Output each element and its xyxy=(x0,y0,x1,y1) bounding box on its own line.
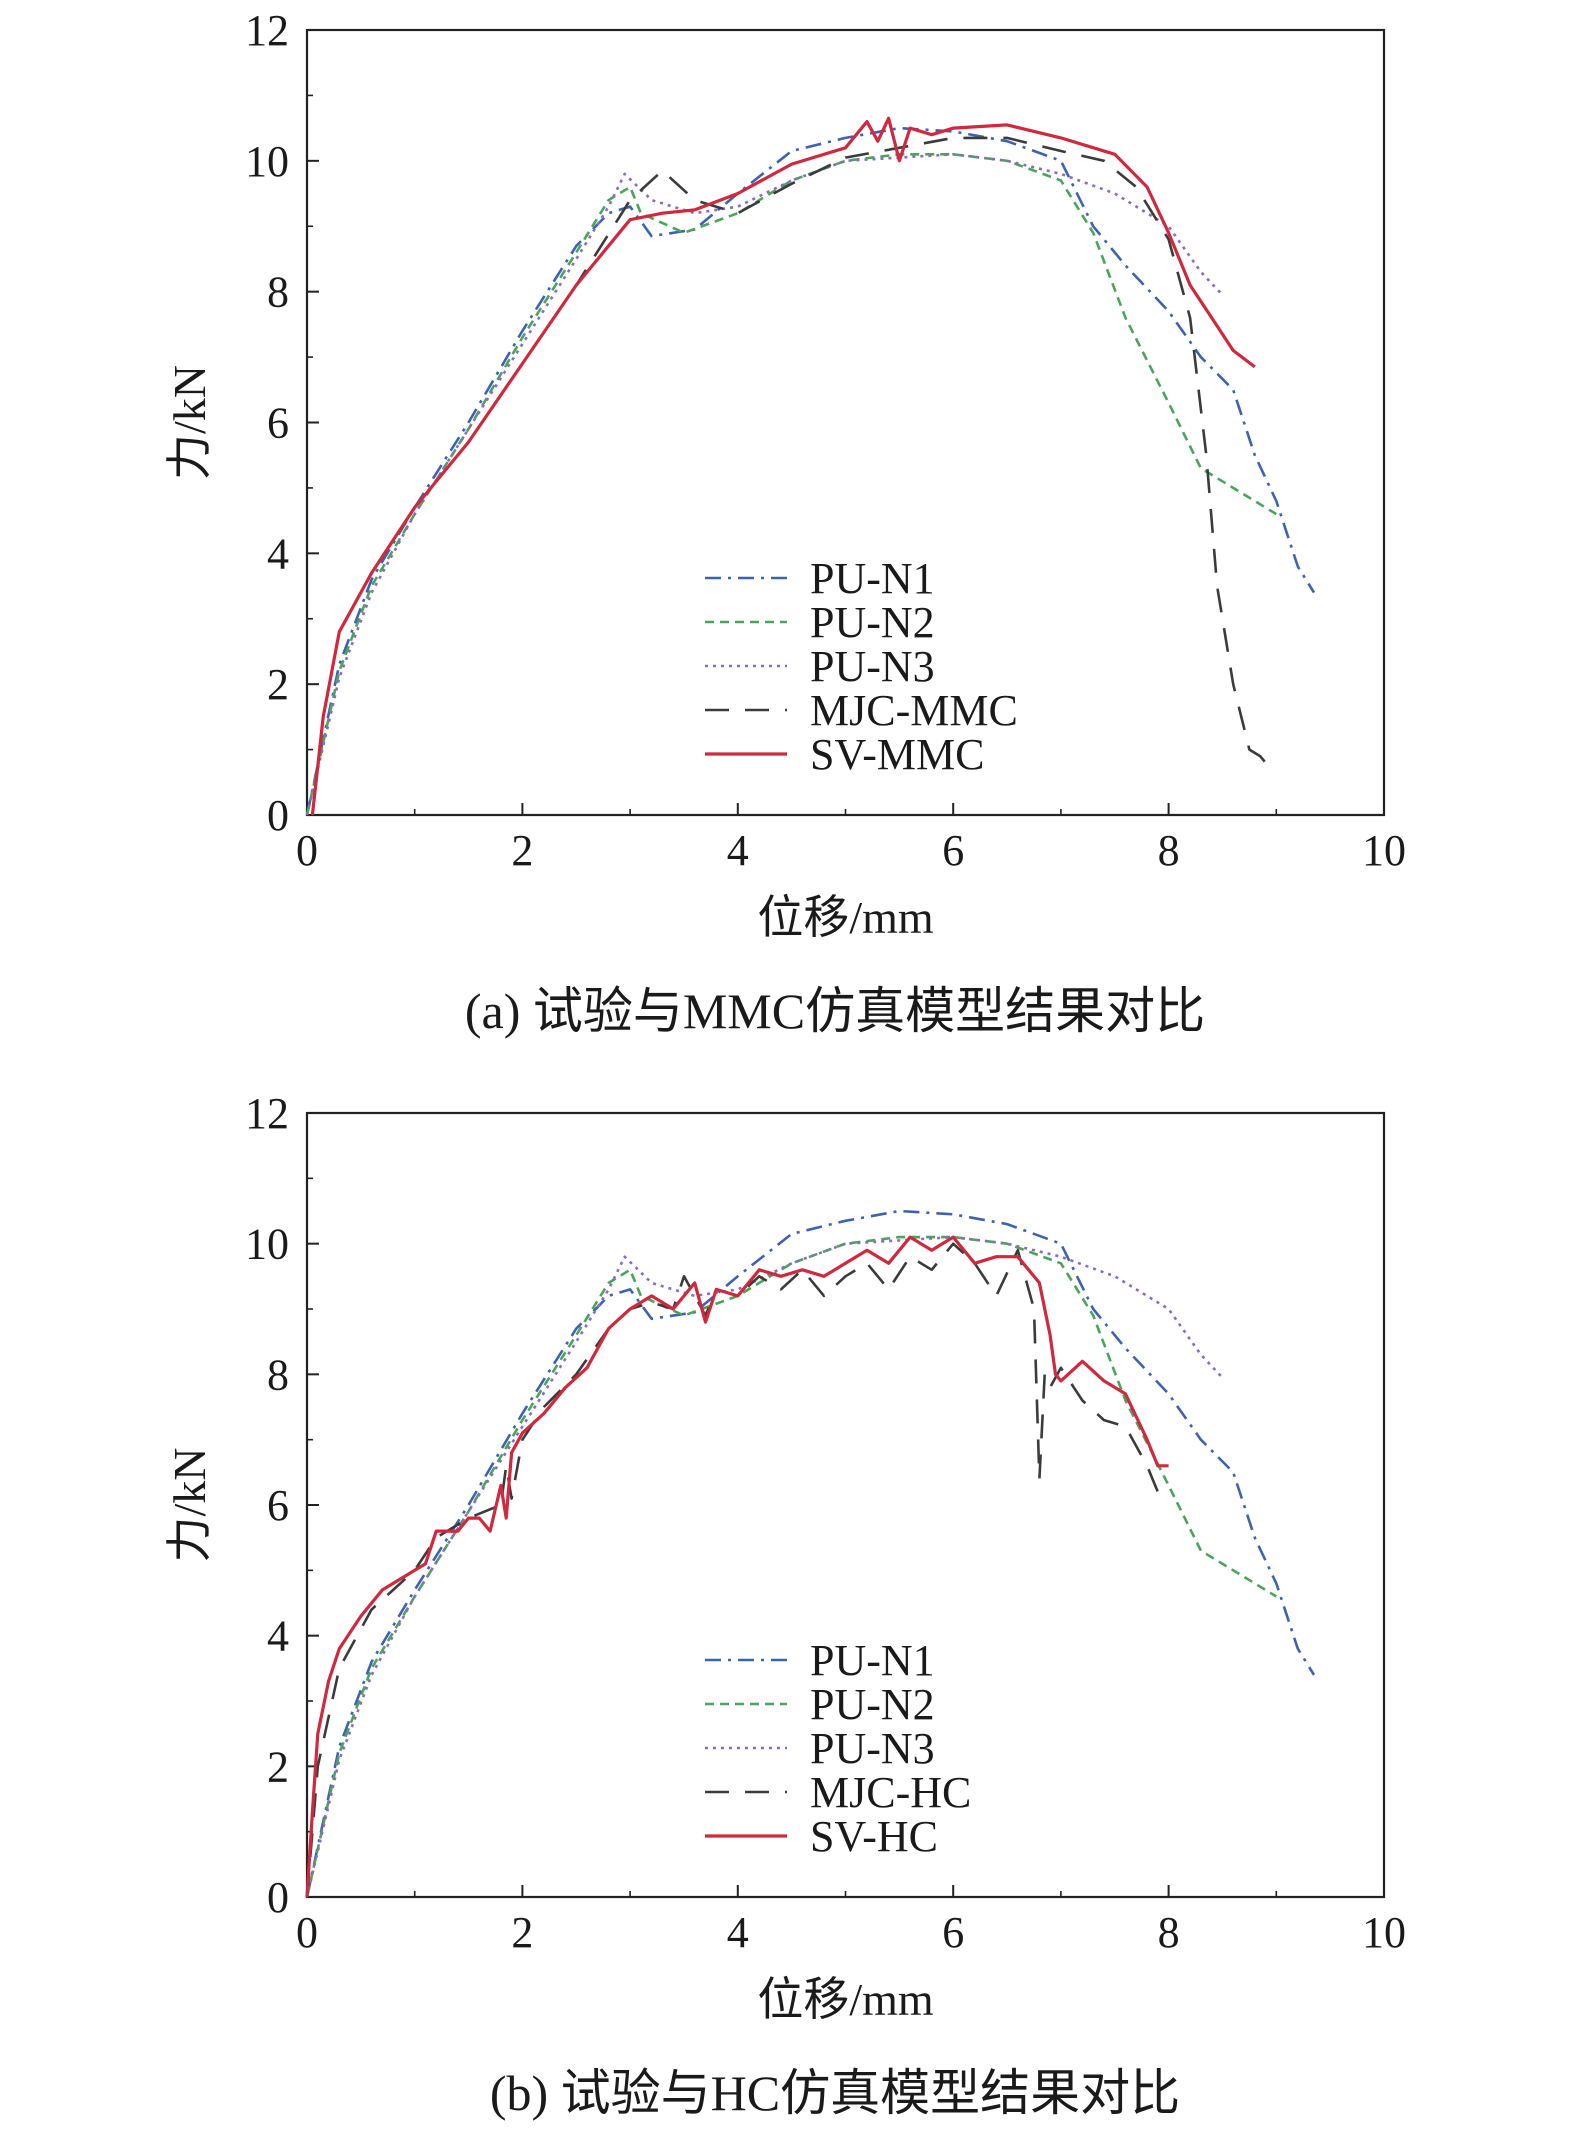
x-tick-label: 4 xyxy=(727,1908,749,1957)
x-tick-label: 0 xyxy=(296,826,318,875)
series-line-sv-mmc xyxy=(310,116,1256,816)
chart-panel-b: 0 2 4 6 8 10 0 2 4 6 8 10 12 位移/mm 力/kN PU-N1PU-N2PU-N3… xyxy=(164,1089,1406,2121)
series-line-pu-n1 xyxy=(305,126,1316,816)
x-axis-label: 位移/mm xyxy=(757,1974,934,2025)
y-tick-label: 6 xyxy=(267,1481,289,1530)
series-line-pu-n2 xyxy=(305,153,1277,816)
series-line-pu-n3 xyxy=(305,153,1224,816)
y-tick-label: 10 xyxy=(245,1220,289,1269)
series-line-pu-n3 xyxy=(305,1235,1224,1898)
y-tick-label: 2 xyxy=(267,660,289,709)
y-tick-label: 8 xyxy=(267,268,289,317)
legend-label: PU-N3 xyxy=(810,1724,935,1773)
x-tick-label: 10 xyxy=(1362,1908,1406,1957)
x-tick-label: 6 xyxy=(942,1908,964,1957)
y-axis-label: 力/kN xyxy=(164,365,215,480)
x-tick-label: 8 xyxy=(1158,1908,1180,1957)
figure-caption: (b) 试验与HC仿真模型结果对比 xyxy=(490,2065,1180,2121)
y-tick-label: 12 xyxy=(245,6,289,55)
y-tick-label: 4 xyxy=(267,529,289,578)
y-tick-label: 0 xyxy=(267,1873,289,1922)
figure-caption: (a) 试验与MMC仿真模型结果对比 xyxy=(465,983,1205,1039)
legend-label: PU-N3 xyxy=(810,642,935,691)
legend-label: SV-HC xyxy=(810,1812,938,1861)
y-axis-label: 力/kN xyxy=(164,1448,215,1563)
chart-panel-a: 0 2 4 6 8 10 0 2 4 6 8 10 12 位移/mm 力/kN PU-N1PU-N2PU-N3… xyxy=(164,6,1406,1039)
legend-label: SV-MMC xyxy=(810,730,984,779)
y-tick-label: 6 xyxy=(267,399,289,448)
y-tick-label: 8 xyxy=(267,1350,289,1399)
x-tick-label: 8 xyxy=(1158,826,1180,875)
y-tick-label: 2 xyxy=(267,1742,289,1791)
legend-label: MJC-MMC xyxy=(810,686,1018,735)
y-tick-label: 0 xyxy=(267,791,289,840)
x-tick-label: 10 xyxy=(1362,826,1406,875)
legend-label: PU-N1 xyxy=(810,1636,935,1685)
legend-label: PU-N2 xyxy=(810,598,935,647)
x-tick-label: 4 xyxy=(727,826,749,875)
x-axis-label: 位移/mm xyxy=(757,892,934,943)
y-tick-label: 10 xyxy=(245,137,289,186)
series-line-pu-n2 xyxy=(305,1235,1277,1898)
legend-label: MJC-HC xyxy=(810,1768,971,1817)
y-tick-label: 4 xyxy=(267,1612,289,1661)
legend-label: PU-N1 xyxy=(810,554,935,603)
series-line-mjc-hc xyxy=(305,1242,1165,1898)
x-tick-label: 2 xyxy=(511,1908,533,1957)
series-line-sv-hc xyxy=(305,1235,1169,1898)
series-line-pu-n1 xyxy=(305,1209,1316,1898)
y-tick-label: 12 xyxy=(245,1089,289,1138)
x-tick-label: 0 xyxy=(296,1908,318,1957)
x-tick-label: 2 xyxy=(511,826,533,875)
legend-label: PU-N2 xyxy=(810,1680,935,1729)
series-line-mjc-mmc xyxy=(311,136,1267,816)
x-tick-label: 6 xyxy=(942,826,964,875)
